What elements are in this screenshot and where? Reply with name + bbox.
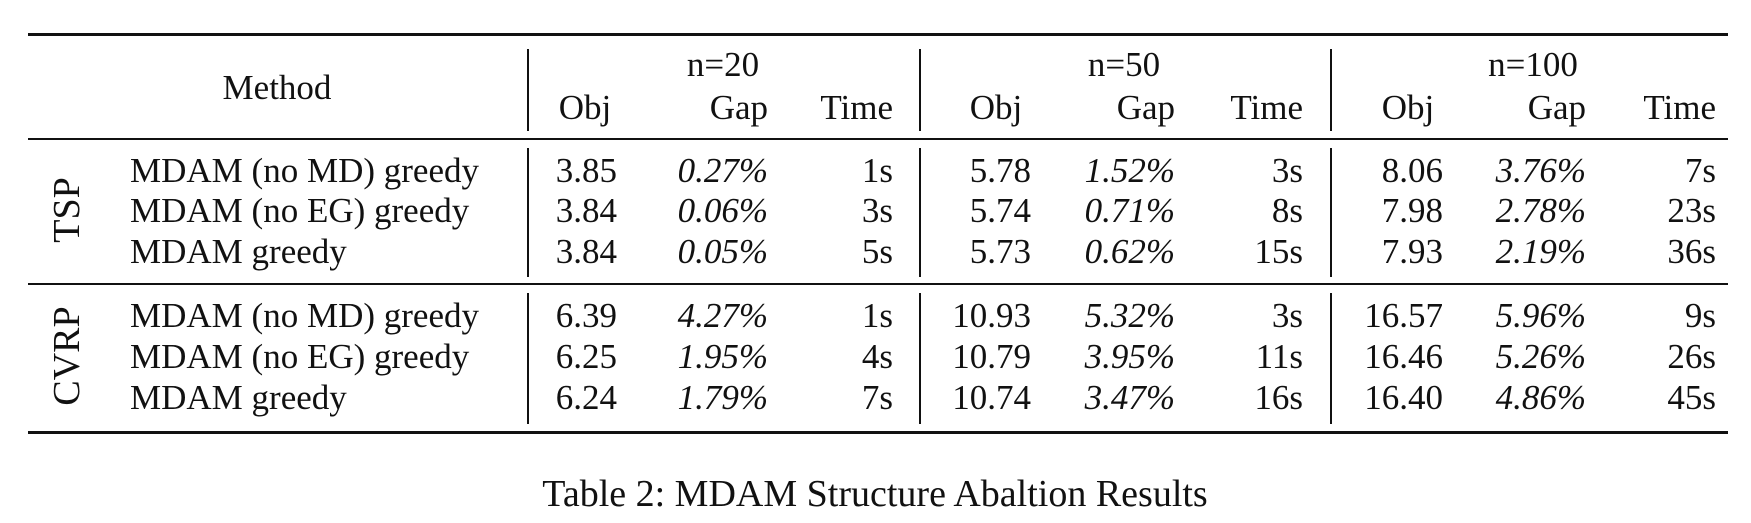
column-divider bbox=[919, 49, 921, 131]
gap-cell: 0.27% bbox=[677, 151, 768, 190]
obj-cell: 16.46 bbox=[1364, 337, 1443, 376]
column-header-time: Time bbox=[1230, 88, 1303, 127]
obj-cell: 6.24 bbox=[555, 378, 617, 417]
top-rule bbox=[28, 33, 1728, 36]
column-header-obj: Obj bbox=[1381, 88, 1435, 127]
method-cell: MDAM (no MD) greedy bbox=[130, 296, 479, 335]
gap-cell: 3.47% bbox=[1084, 378, 1175, 417]
section-label-cvrp: CVRP bbox=[46, 306, 88, 406]
obj-cell: 3.85 bbox=[555, 151, 617, 190]
column-header-time: Time bbox=[820, 88, 893, 127]
section-rule bbox=[28, 283, 1728, 285]
group-header-n50: n=50 bbox=[1087, 45, 1161, 84]
time-cell: 7s bbox=[861, 378, 893, 417]
time-cell: 16s bbox=[1254, 378, 1303, 417]
obj-cell: 16.57 bbox=[1364, 296, 1443, 335]
obj-cell: 16.40 bbox=[1364, 378, 1443, 417]
gap-cell: 3.76% bbox=[1495, 151, 1586, 190]
obj-cell: 3.84 bbox=[555, 191, 617, 230]
time-cell: 9s bbox=[1684, 296, 1716, 335]
time-cell: 45s bbox=[1667, 378, 1716, 417]
gap-cell: 1.79% bbox=[677, 378, 768, 417]
column-header-time: Time bbox=[1643, 88, 1716, 127]
time-cell: 26s bbox=[1667, 337, 1716, 376]
group-header-n20: n=20 bbox=[686, 45, 760, 84]
method-header: Method bbox=[222, 68, 332, 107]
method-cell: MDAM greedy bbox=[130, 378, 347, 417]
time-cell: 3s bbox=[1271, 151, 1303, 190]
column-divider bbox=[527, 148, 529, 277]
gap-cell: 0.62% bbox=[1084, 232, 1175, 271]
column-divider bbox=[1330, 148, 1332, 277]
gap-cell: 0.06% bbox=[677, 191, 768, 230]
method-cell: MDAM (no MD) greedy bbox=[130, 151, 479, 190]
gap-cell: 1.52% bbox=[1084, 151, 1175, 190]
time-cell: 4s bbox=[861, 337, 893, 376]
obj-cell: 3.84 bbox=[555, 232, 617, 271]
time-cell: 5s bbox=[861, 232, 893, 271]
time-cell: 1s bbox=[861, 151, 893, 190]
column-header-gap: Gap bbox=[1527, 88, 1586, 127]
column-divider bbox=[919, 293, 921, 424]
obj-cell: 7.93 bbox=[1381, 232, 1443, 271]
column-header-obj: Obj bbox=[969, 88, 1023, 127]
gap-cell: 5.96% bbox=[1495, 296, 1586, 335]
method-cell: MDAM (no EG) greedy bbox=[130, 191, 470, 230]
obj-cell: 10.79 bbox=[952, 337, 1031, 376]
gap-cell: 2.19% bbox=[1495, 232, 1586, 271]
column-header-gap: Gap bbox=[709, 88, 768, 127]
gap-cell: 5.26% bbox=[1495, 337, 1586, 376]
header-rule bbox=[28, 138, 1728, 140]
column-divider bbox=[527, 49, 529, 131]
obj-cell: 5.74 bbox=[969, 191, 1031, 230]
gap-cell: 4.27% bbox=[677, 296, 768, 335]
time-cell: 23s bbox=[1667, 191, 1716, 230]
obj-cell: 8.06 bbox=[1381, 151, 1443, 190]
time-cell: 1s bbox=[861, 296, 893, 335]
column-divider bbox=[919, 148, 921, 277]
section-label-tsp: TSP bbox=[46, 177, 88, 243]
time-cell: 11s bbox=[1255, 337, 1303, 376]
method-cell: MDAM (no EG) greedy bbox=[130, 337, 470, 376]
obj-cell: 10.93 bbox=[952, 296, 1031, 335]
method-cell: MDAM greedy bbox=[130, 232, 347, 271]
column-divider bbox=[1330, 49, 1332, 131]
gap-cell: 1.95% bbox=[677, 337, 768, 376]
column-header-gap: Gap bbox=[1116, 88, 1175, 127]
obj-cell: 10.74 bbox=[952, 378, 1031, 417]
gap-cell: 0.05% bbox=[677, 232, 768, 271]
obj-cell: 5.73 bbox=[969, 232, 1031, 271]
time-cell: 36s bbox=[1667, 232, 1716, 271]
obj-cell: 6.39 bbox=[555, 296, 617, 335]
time-cell: 7s bbox=[1684, 151, 1716, 190]
obj-cell: 6.25 bbox=[555, 337, 617, 376]
time-cell: 3s bbox=[1271, 296, 1303, 335]
column-divider bbox=[1330, 293, 1332, 424]
gap-cell: 3.95% bbox=[1084, 337, 1175, 376]
group-header-n100: n=100 bbox=[1488, 45, 1578, 84]
gap-cell: 0.71% bbox=[1084, 191, 1175, 230]
gap-cell: 2.78% bbox=[1495, 191, 1586, 230]
column-header-obj: Obj bbox=[558, 88, 612, 127]
table-caption: Table 2: MDAM Structure Abaltion Results bbox=[542, 473, 1208, 515]
time-cell: 3s bbox=[861, 191, 893, 230]
time-cell: 15s bbox=[1254, 232, 1303, 271]
gap-cell: 5.32% bbox=[1084, 296, 1175, 335]
obj-cell: 5.78 bbox=[969, 151, 1031, 190]
time-cell: 8s bbox=[1271, 191, 1303, 230]
bottom-rule bbox=[28, 431, 1728, 434]
column-divider bbox=[527, 293, 529, 424]
gap-cell: 4.86% bbox=[1495, 378, 1586, 417]
obj-cell: 7.98 bbox=[1381, 191, 1443, 230]
